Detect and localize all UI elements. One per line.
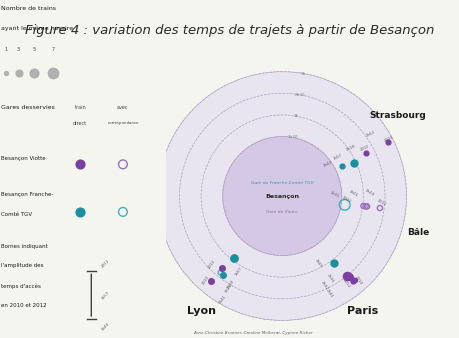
Text: 7: 7: [52, 47, 55, 52]
Text: 3h: 3h: [301, 72, 306, 76]
Text: 2h24: 2h24: [224, 283, 233, 293]
Text: 2h30: 2h30: [294, 93, 305, 97]
Text: 5: 5: [33, 47, 36, 52]
Text: 1h40: 1h40: [101, 322, 111, 332]
Point: [76, 209, 84, 215]
Point: [340, 202, 347, 208]
Text: Gare de Franche-Comté TGV: Gare de Franche-Comté TGV: [250, 180, 313, 185]
Point: [359, 203, 366, 209]
Point: [119, 162, 126, 167]
Text: 2h01: 2h01: [347, 189, 358, 198]
Text: Nombre de trains: Nombre de trains: [1, 6, 56, 11]
Text: Bâle: Bâle: [406, 228, 428, 237]
Point: [31, 70, 38, 76]
Text: avec: avec: [117, 105, 129, 110]
Text: 2012: 2012: [341, 279, 350, 289]
Text: 1h35: 1h35: [329, 190, 339, 198]
Text: 2h41: 2h41: [325, 288, 334, 299]
Point: [50, 70, 57, 76]
Text: 1h30: 1h30: [287, 136, 297, 140]
Text: 2010: 2010: [383, 136, 393, 143]
Text: 2012: 2012: [207, 259, 215, 270]
Text: 2012: 2012: [359, 144, 369, 152]
Text: 1: 1: [4, 47, 7, 52]
Text: 2h18: 2h18: [226, 279, 235, 290]
Point: [361, 203, 369, 209]
Text: 2010: 2010: [202, 275, 210, 286]
Point: [76, 162, 84, 167]
Text: 1h40: 1h40: [322, 160, 333, 168]
Point: [345, 274, 353, 279]
Point: [218, 265, 225, 271]
Circle shape: [222, 137, 341, 256]
Text: 3: 3: [17, 47, 20, 52]
Text: 2012: 2012: [341, 195, 351, 204]
Text: 1h57: 1h57: [234, 266, 243, 276]
Circle shape: [179, 93, 384, 299]
Text: Besançon Franche-: Besançon Franche-: [1, 192, 53, 197]
Point: [230, 256, 237, 261]
Text: ayant le même horaire: ayant le même horaire: [1, 26, 73, 31]
Text: correspondance: correspondance: [107, 121, 138, 125]
Point: [216, 270, 224, 275]
Text: 2010: 2010: [353, 275, 362, 286]
Text: 1h57: 1h57: [101, 290, 111, 300]
Point: [383, 140, 391, 145]
Point: [207, 278, 214, 284]
Point: [219, 272, 226, 277]
Point: [349, 278, 356, 284]
Text: 2h52: 2h52: [364, 130, 375, 138]
Text: 2h05: 2h05: [313, 259, 322, 269]
Point: [362, 151, 369, 156]
Text: en 2010 et 2012: en 2010 et 2012: [1, 303, 47, 308]
Circle shape: [201, 115, 363, 277]
Text: Anne-Christine Bronner, Caroline Molherat, Cyprien Richer: Anne-Christine Bronner, Caroline Molhera…: [193, 331, 312, 335]
Text: 2010: 2010: [376, 199, 386, 207]
Text: Strasbourg: Strasbourg: [368, 111, 425, 120]
Text: train: train: [74, 105, 86, 110]
Point: [343, 274, 350, 279]
Circle shape: [222, 137, 341, 256]
Text: 2h41: 2h41: [218, 294, 227, 304]
Text: 2012: 2012: [101, 258, 111, 268]
Text: 2h18: 2h18: [344, 144, 355, 152]
Point: [15, 70, 22, 76]
Text: 2h32: 2h32: [319, 281, 328, 291]
Point: [119, 209, 126, 215]
Text: 2h: 2h: [293, 114, 298, 118]
Text: Comté TGV: Comté TGV: [1, 212, 32, 217]
Text: 2h31: 2h31: [325, 273, 334, 284]
Point: [375, 205, 383, 211]
Text: Gare de Viotte: Gare de Viotte: [266, 210, 297, 214]
Text: l'amplitude des: l'amplitude des: [1, 263, 44, 268]
Text: Bornes indiquant: Bornes indiquant: [1, 244, 48, 249]
Point: [350, 277, 358, 282]
Point: [330, 260, 337, 266]
Text: Paris: Paris: [347, 306, 378, 316]
Text: Figure 4 : variation des temps de trajets à partir de Besançon: Figure 4 : variation des temps de trajet…: [25, 24, 434, 37]
Point: [337, 163, 345, 168]
Point: [346, 275, 353, 280]
Text: Besançon: Besançon: [265, 194, 299, 198]
Text: Besançon Viotte: Besançon Viotte: [1, 156, 45, 161]
Text: Lyon: Lyon: [187, 306, 216, 316]
Circle shape: [157, 72, 406, 320]
Text: 2h24: 2h24: [364, 189, 374, 197]
Point: [2, 70, 10, 76]
Point: [363, 204, 370, 209]
Text: Gares desservies: Gares desservies: [1, 105, 55, 110]
Text: temps d'accès: temps d'accès: [1, 283, 41, 289]
Text: direct: direct: [73, 121, 87, 126]
Text: 1h57: 1h57: [332, 153, 342, 161]
Point: [349, 160, 357, 165]
